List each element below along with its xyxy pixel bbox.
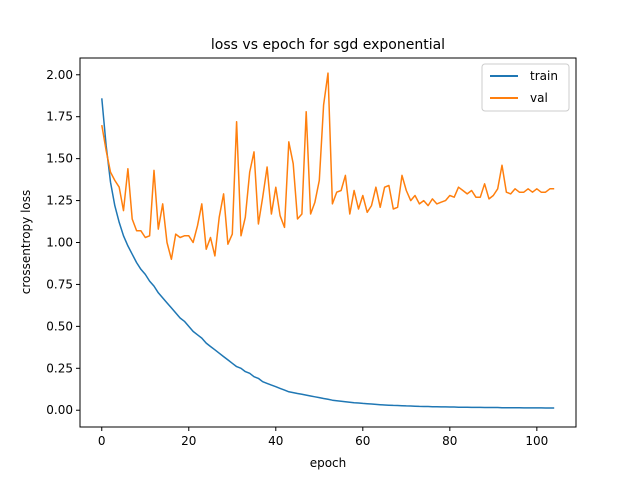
y-tick-label: 1.00 — [46, 236, 73, 250]
series-line-val — [101, 72, 555, 261]
y-tick-label: 0.25 — [46, 361, 73, 375]
y-tick-label: 0.00 — [46, 403, 73, 417]
x-tick-label: 0 — [98, 434, 106, 448]
y-tick-label: 1.25 — [46, 194, 73, 208]
y-tick-label: 1.75 — [46, 110, 73, 124]
legend-label-val: val — [530, 91, 548, 105]
chart-title: loss vs epoch for sgd exponential — [211, 37, 445, 53]
y-axis-label: crossentropy loss — [19, 190, 33, 295]
y-tick-label: 0.50 — [46, 319, 73, 333]
plot-area — [101, 72, 555, 409]
legend-label-train: train — [530, 69, 558, 83]
y-tick-label: 1.50 — [46, 152, 73, 166]
plot-frame — [79, 57, 577, 428]
x-tick-label: 20 — [181, 434, 196, 448]
x-tick-label: 100 — [525, 434, 548, 448]
x-axis-label: epoch — [310, 456, 347, 470]
x-tick-label: 60 — [355, 434, 370, 448]
y-tick-label: 0.75 — [46, 277, 73, 291]
series-line-train — [101, 98, 555, 409]
x-tick-label: 40 — [268, 434, 283, 448]
x-tick-label: 80 — [442, 434, 457, 448]
legend: train val — [481, 63, 570, 112]
y-axis-ticks: 0.00 0.25 0.50 0.75 1.00 1.25 1.50 1.75 2.00 — [46, 68, 80, 417]
y-tick-label: 2.00 — [46, 68, 73, 82]
x-axis-ticks: 0 20 40 60 80 100 — [98, 427, 548, 448]
